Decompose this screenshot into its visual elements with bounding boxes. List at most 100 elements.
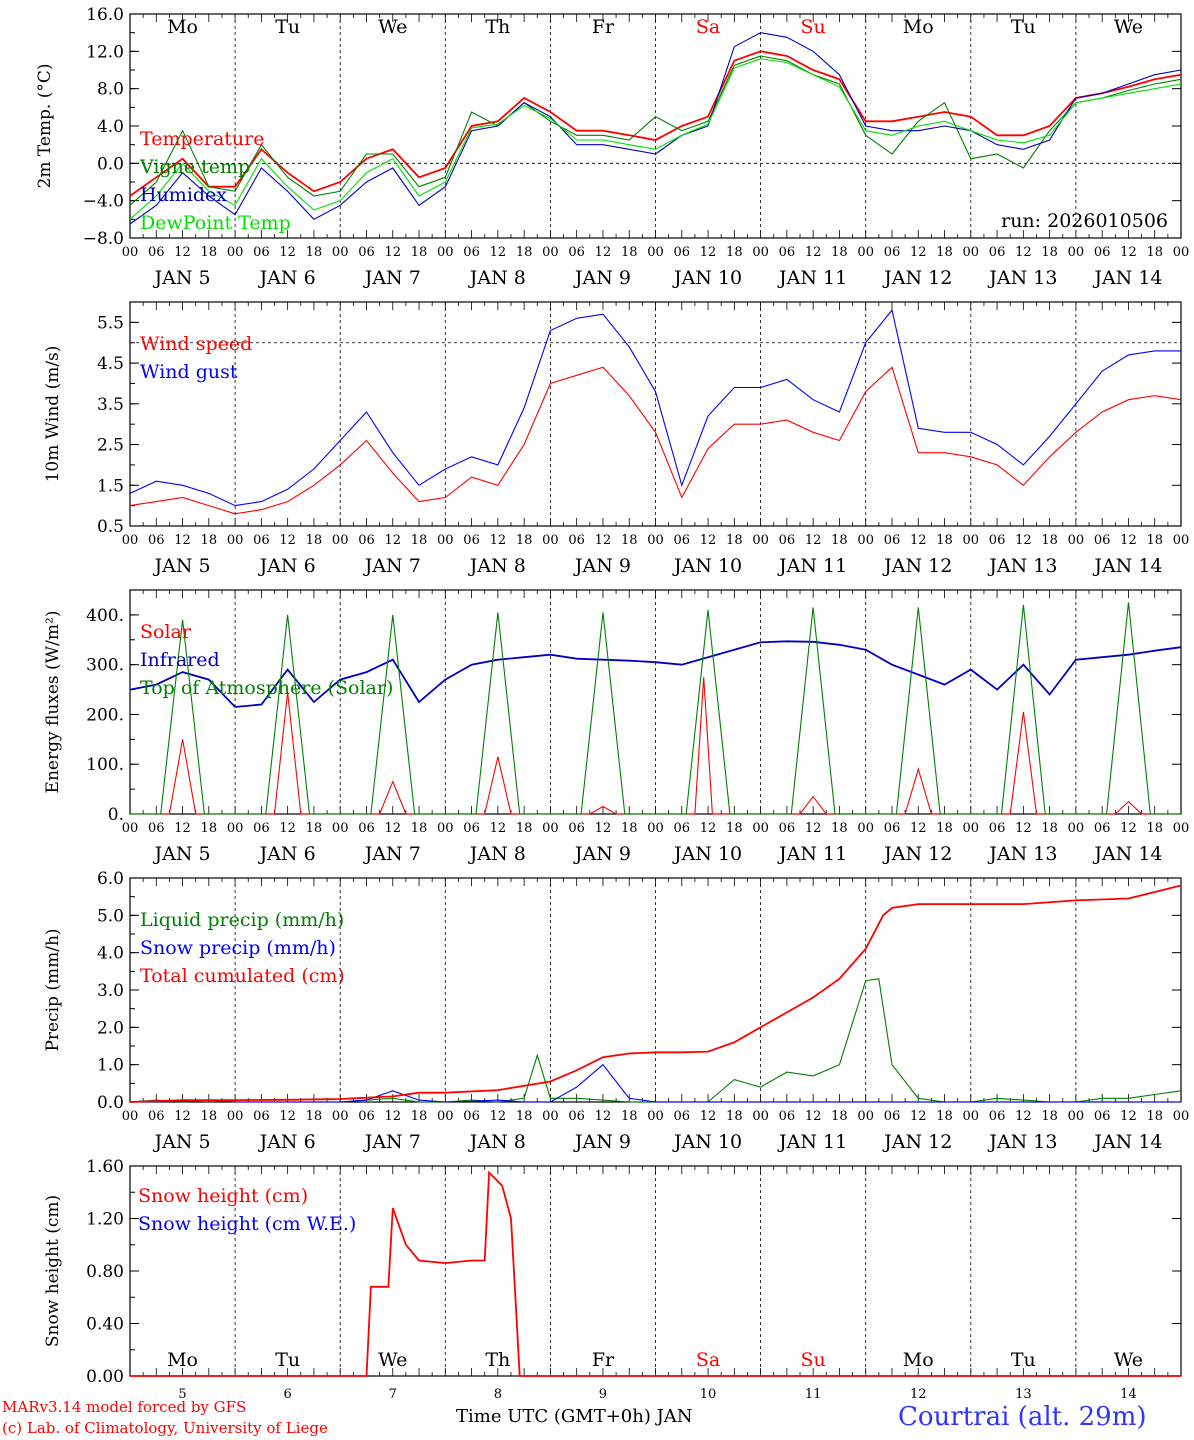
y-tick-label: 12.0 [86, 42, 124, 62]
hour-tick-label: 18 [831, 533, 848, 548]
hour-tick-label: 00 [122, 1109, 139, 1124]
hour-tick-label: 00 [963, 245, 980, 260]
hour-tick-label: 12 [490, 821, 507, 836]
hour-tick-label: 00 [1068, 1109, 1085, 1124]
hour-tick-label: 00 [857, 245, 874, 260]
hour-tick-label: 18 [621, 821, 638, 836]
bottom-day-number: 7 [389, 1387, 397, 1402]
y-tick-label: 1.60 [86, 1157, 124, 1177]
hour-tick-label: 18 [1146, 1109, 1163, 1124]
hour-tick-label: 00 [542, 1109, 559, 1124]
hour-tick-label: 06 [674, 821, 691, 836]
hour-tick-label: 18 [516, 245, 533, 260]
hour-tick-label: 06 [358, 821, 375, 836]
y-tick-label: 4.0 [97, 117, 124, 137]
hour-tick-label: 12 [805, 821, 822, 836]
hour-tick-label: 00 [647, 821, 664, 836]
hour-tick-label: 18 [411, 821, 428, 836]
hour-tick-label: 18 [1146, 533, 1163, 548]
hour-tick-label: 06 [253, 533, 270, 548]
weekday-label: Fr [592, 16, 615, 38]
hour-tick-label: 12 [1120, 245, 1137, 260]
hour-tick-label: 06 [674, 533, 691, 548]
day-label: JAN 5 [153, 1131, 211, 1153]
weekday-label-bottom: We [1114, 1349, 1143, 1371]
x-axis-title: Time UTC (GMT+0h) JAN [456, 1406, 693, 1427]
hour-tick-label: 00 [122, 821, 139, 836]
bottom-day-number: 6 [284, 1387, 292, 1402]
hour-tick-label: 06 [463, 245, 480, 260]
hour-tick-label: 06 [779, 1109, 796, 1124]
day-label: JAN 12 [882, 843, 952, 865]
hour-tick-label: 18 [726, 533, 743, 548]
hour-tick-label: 12 [279, 821, 296, 836]
hour-tick-label: 18 [201, 1109, 218, 1124]
hour-tick-label: 06 [148, 821, 165, 836]
hour-tick-label: 00 [963, 1109, 980, 1124]
day-label: JAN 5 [153, 555, 211, 577]
day-label: JAN 7 [363, 1131, 421, 1153]
hour-tick-label: 18 [726, 821, 743, 836]
hour-tick-label: 06 [989, 245, 1006, 260]
weekday-label: Tu [1011, 16, 1036, 38]
hour-tick-label: 00 [1173, 821, 1190, 836]
hour-tick-label: 12 [384, 533, 401, 548]
day-label: JAN 10 [672, 843, 742, 865]
bottom-day-number: 12 [910, 1387, 927, 1402]
credit-line-2: (c) Lab. of Climatology, University of L… [2, 1419, 328, 1437]
y-axis-label: 2m Temp. (°C) [35, 63, 55, 188]
hour-tick-label: 12 [1015, 821, 1032, 836]
day-label: JAN 13 [987, 267, 1057, 289]
hour-tick-label: 06 [779, 245, 796, 260]
hour-tick-label: 12 [490, 245, 507, 260]
hour-tick-label: 00 [1173, 245, 1190, 260]
y-axis-label: Snow height (cm) [43, 1195, 63, 1347]
hour-tick-label: 18 [306, 821, 323, 836]
hour-tick-label: 00 [542, 821, 559, 836]
hour-tick-label: 06 [358, 1109, 375, 1124]
hour-tick-label: 00 [1173, 533, 1190, 548]
hour-tick-label: 00 [752, 1109, 769, 1124]
hour-tick-label: 06 [884, 821, 901, 836]
weekday-label-bottom: We [378, 1349, 407, 1371]
hour-tick-label: 06 [989, 1109, 1006, 1124]
weekday-label-bottom: Mo [167, 1349, 198, 1371]
hour-tick-label: 12 [595, 1109, 612, 1124]
plot-frame [129, 589, 1182, 815]
run-label: run: 2026010506 [1001, 210, 1168, 232]
hour-tick-label: 06 [253, 245, 270, 260]
hour-tick-label: 06 [884, 533, 901, 548]
hour-tick-label: 12 [595, 245, 612, 260]
legend-entry: Solar [140, 621, 192, 643]
hour-tick-label: 06 [779, 821, 796, 836]
y-tick-label: −8.0 [83, 229, 124, 249]
hour-tick-label: 12 [595, 821, 612, 836]
y-tick-label: 2.5 [97, 436, 124, 456]
hour-tick-label: 00 [1068, 821, 1085, 836]
y-tick-label: 100. [86, 755, 124, 775]
hour-tick-label: 06 [884, 245, 901, 260]
hour-tick-label: 06 [463, 821, 480, 836]
y-tick-label: 2.0 [97, 1018, 124, 1038]
hour-tick-label: 18 [936, 1109, 953, 1124]
hour-tick-label: 12 [1120, 1109, 1137, 1124]
hour-tick-label: 12 [1015, 245, 1032, 260]
hour-tick-label: 12 [910, 1109, 927, 1124]
series-line-humidex [129, 32, 1182, 225]
weekday-label-bottom: Su [801, 1349, 826, 1371]
hour-tick-label: 06 [148, 1109, 165, 1124]
legend-entry: Total cumulated (cm) [140, 965, 345, 987]
day-label: JAN 8 [468, 843, 526, 865]
hour-tick-label: 18 [936, 533, 953, 548]
hour-tick-label: 18 [201, 533, 218, 548]
hour-tick-label: 00 [752, 821, 769, 836]
y-tick-label: 0.5 [97, 517, 124, 537]
hour-tick-label: 00 [1068, 245, 1085, 260]
hour-tick-label: 06 [674, 1109, 691, 1124]
legend-entry: Top of Atmosphere (Solar) [140, 677, 393, 699]
hour-tick-label: 00 [857, 533, 874, 548]
hour-tick-label: 12 [490, 1109, 507, 1124]
hour-tick-label: 06 [358, 533, 375, 548]
hour-tick-label: 12 [384, 821, 401, 836]
hour-tick-label: 06 [1094, 821, 1111, 836]
